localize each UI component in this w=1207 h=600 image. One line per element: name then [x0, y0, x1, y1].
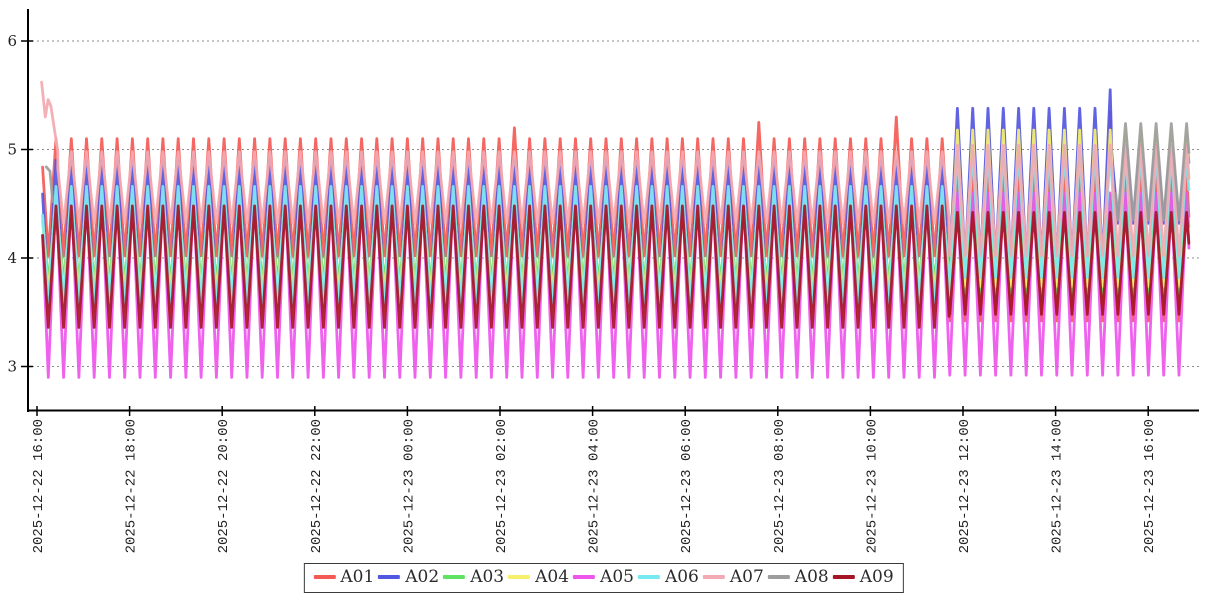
- legend-label-A03: A03: [470, 567, 505, 587]
- y-tick-label: 6: [7, 32, 17, 50]
- series-line-A08: [1114, 122, 1191, 222]
- legend-item-A01: A01: [313, 566, 374, 588]
- legend-line-swatch-A03: [443, 575, 466, 579]
- legend-item-A06: A06: [637, 566, 699, 588]
- x-tick-label: 2025-12-23 04:00: [587, 419, 603, 553]
- x-tick-label: 2025-12-23 02:00: [494, 419, 510, 553]
- x-tick-label: 2025-12-22 20:00: [216, 419, 232, 553]
- legend-line-swatch-A09: [832, 575, 855, 579]
- y-tick-label: 3: [7, 358, 17, 376]
- legend-line-swatch-A01: [313, 575, 336, 579]
- x-tick-label: 2025-12-22 18:00: [124, 419, 140, 553]
- legend-line-swatch-A06: [637, 575, 660, 579]
- legend-item-A09: A09: [832, 566, 894, 588]
- series-line-A09: [41, 204, 1191, 329]
- x-tick-label: 2025-12-23 06:00: [679, 419, 695, 553]
- x-tick-label: 2025-12-23 14:00: [1050, 419, 1066, 553]
- legend-line-swatch-A07: [702, 575, 725, 579]
- x-tick-label: 2025-12-23 16:00: [1142, 419, 1158, 553]
- legend-label-A08: A08: [794, 567, 829, 587]
- legend-line-swatch-A02: [378, 575, 401, 579]
- legend-item-A02: A02: [378, 566, 439, 588]
- legend-item-A08: A08: [767, 566, 829, 588]
- x-tick-label: 2025-12-22 16:00: [31, 419, 47, 553]
- legend-label-A05: A05: [600, 567, 634, 587]
- legend-item-A03: A03: [443, 566, 504, 588]
- legend: A01 A02 A03 A04 A05 A06 A07 A08 A09: [303, 563, 904, 593]
- legend-label-A07: A07: [729, 567, 764, 587]
- legend-item-A05: A05: [573, 566, 634, 588]
- legend-line-swatch-A05: [573, 575, 596, 579]
- legend-label-A04: A04: [535, 567, 570, 587]
- x-tick-label: 2025-12-23 10:00: [864, 419, 880, 553]
- legend-label-A09: A09: [859, 567, 894, 587]
- legend-line-swatch-A04: [508, 575, 531, 579]
- legend-label-A02: A02: [405, 567, 440, 587]
- x-tick-label: 2025-12-23 08:00: [772, 419, 788, 553]
- legend-item-A07: A07: [702, 566, 764, 588]
- legend-label-A01: A01: [340, 567, 375, 587]
- y-tick-label: 5: [7, 141, 17, 159]
- series-line-A08: [44, 165, 55, 204]
- series-line-A07: [40, 80, 1191, 258]
- legend-item-A04: A04: [508, 566, 569, 588]
- legend-line-swatch-A08: [767, 575, 790, 579]
- x-tick-label: 2025-12-23 00:00: [401, 419, 417, 553]
- x-tick-label: 2025-12-23 12:00: [957, 419, 973, 553]
- y-tick-label: 4: [7, 249, 17, 267]
- x-tick-label: 2025-12-22 22:00: [309, 419, 325, 553]
- legend-label-A06: A06: [664, 567, 699, 587]
